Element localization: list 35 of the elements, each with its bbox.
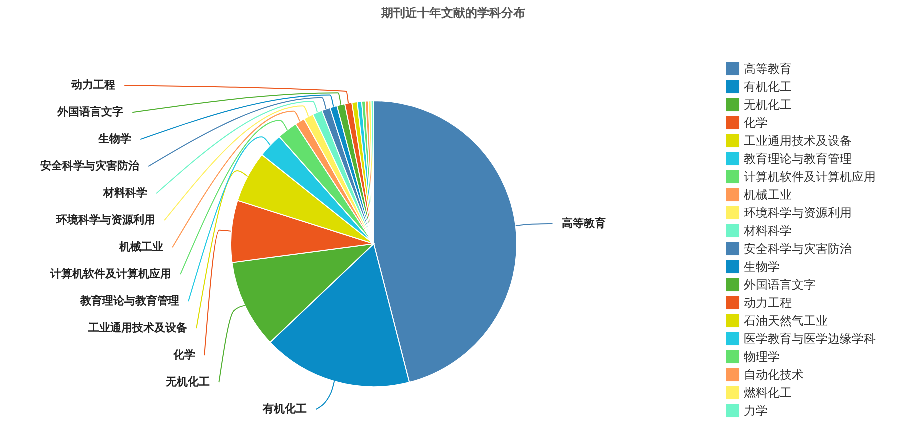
slice-label: 无机化工: [165, 376, 210, 389]
legend-label: 环境科学与资源利用: [744, 206, 852, 220]
legend-label: 石油天然气工业: [744, 314, 828, 328]
legend-label: 安全科学与灾害防治: [744, 242, 852, 256]
slice-label: 生物学: [98, 132, 132, 146]
legend-label: 材料科学: [743, 224, 792, 238]
legend-label: 计算机软件及计算机应用: [744, 170, 876, 184]
slice-label: 计算机软件及计算机应用: [50, 268, 172, 281]
legend-label: 力学: [744, 404, 768, 418]
legend-label: 高等教育: [744, 62, 792, 76]
slice-label: 教育理论与教育管理: [80, 294, 180, 308]
legend-label: 机械工业: [744, 188, 792, 202]
slice-label: 安全科学与灾害防治: [40, 160, 141, 173]
slice-label: 机械工业: [118, 240, 164, 254]
slice-label: 化学: [172, 348, 196, 362]
legend-label: 燃料化工: [744, 386, 792, 400]
slice-label: 高等教育: [562, 216, 606, 230]
legend-label: 动力工程: [744, 296, 792, 310]
legend-label: 有机化工: [744, 80, 792, 94]
legend-label: 生物学: [744, 260, 780, 274]
slice-label: 外国语言文字: [56, 106, 124, 119]
slice-label: 动力工程: [70, 78, 116, 92]
slice-label: 环境科学与资源利用: [56, 214, 156, 227]
legend-label: 医学教育与医学边缘学科: [744, 332, 876, 346]
legend-label: 教育理论与教育管理: [744, 152, 852, 166]
chart-title: 期刊近十年文献的学科分布: [380, 6, 526, 20]
legend-label: 外国语言文字: [744, 278, 816, 292]
slice-label: 材料科学: [102, 186, 148, 200]
slice-label: 有机化工: [262, 402, 308, 416]
slice-label: 工业通用技术及设备: [88, 322, 188, 335]
legend-label: 物理学: [744, 350, 780, 364]
legend-label: 工业通用技术及设备: [744, 134, 852, 148]
legend-label: 无机化工: [744, 98, 792, 112]
legend-label: 化学: [744, 116, 768, 130]
legend-label: 自动化技术: [744, 368, 804, 382]
